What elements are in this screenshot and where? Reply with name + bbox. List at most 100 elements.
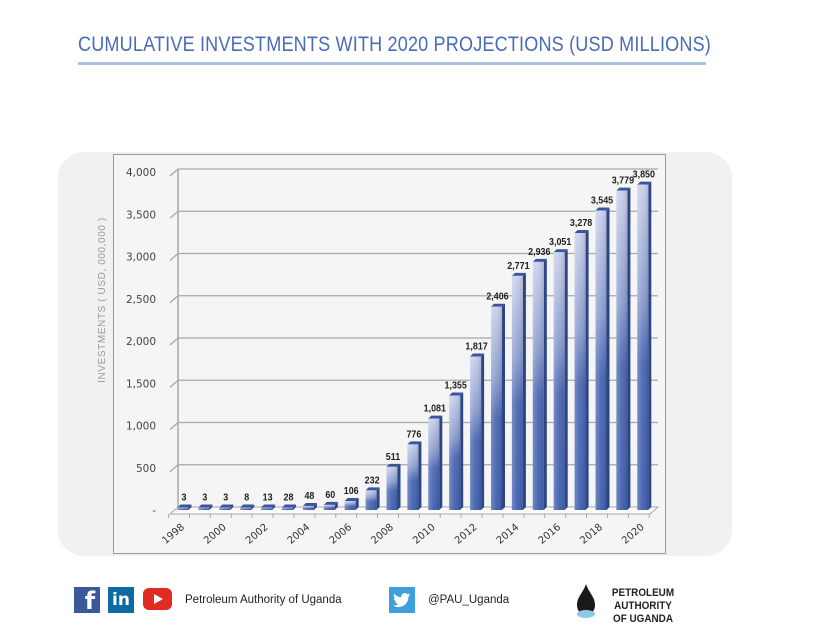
bar — [323, 501, 338, 510]
bar-side — [606, 207, 610, 510]
bar — [261, 504, 276, 510]
bar-top — [428, 415, 443, 419]
x-tick-label: 1998 — [160, 522, 187, 547]
bar-shade — [407, 444, 419, 510]
bar-shade — [637, 184, 649, 511]
pau-logo-icon — [577, 584, 595, 618]
social-account-name: Petroleum Authority of Uganda — [185, 594, 342, 606]
bar — [595, 207, 610, 510]
bar-top — [595, 207, 610, 211]
bar — [574, 230, 589, 510]
page-title: CUMULATIVE INVESTMENTS WITH 2020 PROJECT… — [78, 33, 711, 56]
y-tick-label: 1,000 — [126, 421, 156, 433]
data-label: 60 — [325, 489, 335, 501]
data-label: 2,936 — [528, 246, 551, 258]
bar-top — [616, 187, 631, 191]
bar-shade — [240, 507, 252, 510]
x-tick-label: 2004 — [286, 522, 313, 547]
bar-top — [177, 504, 192, 508]
bar-top — [637, 181, 652, 185]
bar-side — [355, 498, 359, 510]
bar-top — [386, 463, 401, 467]
data-label: 3 — [202, 492, 207, 504]
bar — [177, 504, 192, 510]
logo-line-2: OF UGANDA — [613, 613, 673, 625]
bar — [386, 463, 401, 510]
bar-shade — [574, 233, 586, 510]
bar-top — [491, 303, 505, 307]
bar-top — [553, 249, 568, 253]
bar-top — [302, 502, 317, 506]
bar-top — [219, 504, 234, 508]
bar-shade — [282, 507, 293, 510]
title-underline — [78, 62, 706, 65]
data-label: 776 — [406, 429, 421, 441]
bar-shade — [532, 261, 544, 510]
bar-side — [502, 303, 505, 510]
bar-side — [648, 181, 652, 511]
x-tick-label: 2014 — [495, 522, 522, 547]
bar-shade — [616, 190, 628, 510]
bar-side — [522, 272, 526, 510]
y-tick-label: 2,000 — [126, 336, 156, 348]
y-tick-label: 3,000 — [126, 252, 156, 264]
bar-side — [334, 501, 338, 510]
bar-top — [261, 504, 276, 508]
data-label: 13 — [263, 492, 273, 504]
bar-shade — [261, 507, 273, 510]
bar-side — [439, 415, 443, 510]
bar-shade — [344, 501, 356, 510]
x-tick-label: 2006 — [328, 522, 355, 547]
bar-side — [376, 487, 380, 510]
data-label: 3,545 — [591, 195, 614, 207]
bar-top — [574, 230, 589, 234]
x-tick-label: 2002 — [244, 522, 271, 547]
bar-side — [397, 463, 401, 510]
bar-side — [543, 258, 547, 510]
y-tick-label: 1,500 — [126, 378, 156, 390]
bar-top — [240, 504, 255, 508]
youtube-icon[interactable] — [143, 588, 172, 610]
bar-top — [282, 504, 296, 508]
data-label: 2,771 — [507, 260, 530, 272]
facebook-icon[interactable]: f — [74, 587, 100, 613]
bar-side — [481, 353, 485, 510]
bar-shade — [449, 395, 461, 510]
bar — [511, 272, 526, 510]
bar-shade — [198, 507, 210, 510]
pau-logo-text: PETROLEUM AUTHORITY OF UGANDA — [598, 587, 688, 626]
y-tick-labels: - 500 1,000 1,500 2,000 2,500 3,000 3,500 4,000 — [126, 167, 156, 517]
bar — [491, 303, 505, 510]
bar-side — [230, 504, 234, 510]
bar-side — [564, 249, 568, 511]
data-label: 232 — [365, 475, 380, 487]
logo-line-1: PETROLEUM AUTHORITY — [611, 587, 675, 612]
data-label: 106 — [344, 485, 359, 497]
linkedin-icon[interactable]: in — [108, 587, 134, 613]
x-tick-label: 2012 — [453, 522, 480, 547]
bar-shade — [491, 306, 502, 510]
bar — [219, 504, 234, 510]
bar-shade — [470, 356, 482, 510]
data-label: 3,850 — [633, 169, 656, 181]
bar-side — [627, 187, 631, 510]
data-label: 1,817 — [465, 341, 487, 353]
data-label: 3,051 — [549, 237, 572, 249]
bar-side — [418, 441, 422, 510]
bar-top — [407, 441, 422, 445]
data-label: 8 — [244, 492, 249, 504]
bar-top — [365, 487, 380, 491]
x-tick-label: 2016 — [537, 522, 564, 547]
bar-shade — [595, 210, 607, 510]
bar — [344, 498, 359, 510]
bar-top — [511, 272, 526, 276]
bar-shade — [302, 505, 314, 510]
bar-top — [323, 501, 338, 505]
bar-side — [585, 230, 589, 510]
twitter-icon[interactable] — [389, 587, 415, 613]
bar-shade — [428, 418, 440, 510]
bar-side — [272, 504, 276, 510]
bar-top — [532, 258, 547, 262]
bar — [616, 187, 631, 510]
